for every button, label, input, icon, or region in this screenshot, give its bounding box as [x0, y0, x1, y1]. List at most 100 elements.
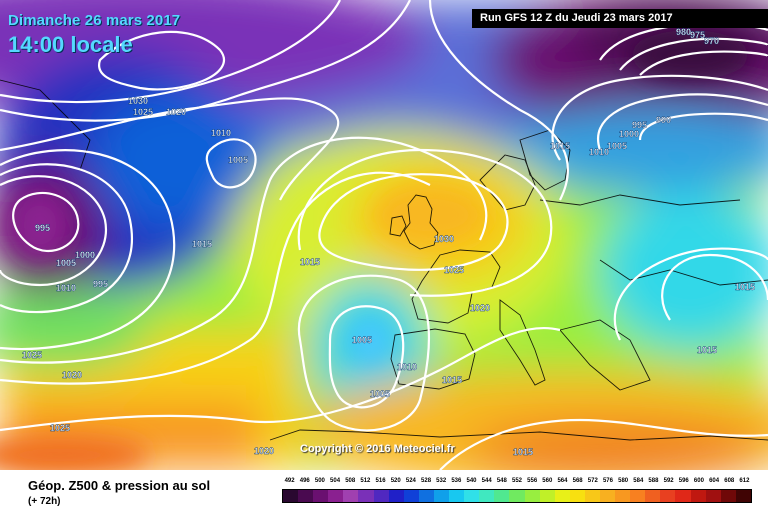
color-scale-label: 580 — [618, 478, 629, 484]
isobar-label: 1025 — [22, 350, 42, 360]
lead-time: (+ 72h) — [28, 496, 61, 507]
color-scale-label: 528 — [421, 478, 432, 484]
color-scale-swatch — [298, 490, 314, 502]
color-scale-label: 520 — [390, 478, 401, 484]
legend-panel: Géop. Z500 & pression au sol (+ 72h) 492… — [0, 470, 768, 512]
isobar-label: 1005 — [607, 141, 627, 151]
isobar-label: 1025 — [50, 423, 70, 433]
color-scale-label: 544 — [481, 478, 492, 484]
isobar-label: 1005 — [370, 389, 390, 399]
color-scale-label: 516 — [375, 478, 386, 484]
color-scale-swatch — [358, 490, 374, 502]
color-scale-swatch — [373, 490, 389, 502]
color-scale-swatch — [509, 490, 525, 502]
color-scale-label: 512 — [360, 478, 371, 484]
isobar-label: 1015 — [697, 345, 717, 355]
color-scale-swatch — [705, 490, 721, 502]
isobar-label: 1020 — [62, 370, 82, 380]
color-scale-swatch — [599, 490, 616, 502]
isobar-label: 970 — [704, 36, 719, 46]
color-scale-label: 556 — [527, 478, 538, 484]
isobar-label: 1015 — [513, 447, 533, 457]
isobar-label: 1015 — [550, 141, 570, 151]
isobar-label: 1020 — [166, 107, 186, 117]
isobar-label: 1000 — [619, 129, 639, 139]
color-scale-swatch — [418, 490, 434, 502]
copyright: Copyright © 2016 Meteociel.fr — [300, 443, 455, 455]
color-scale-swatch — [539, 490, 555, 502]
isobar-label: 1025 — [444, 265, 464, 275]
color-scale-swatch — [675, 490, 691, 502]
color-scale-label: 496 — [299, 478, 310, 484]
color-scale-swatch — [645, 490, 661, 502]
color-scale-label: 604 — [709, 478, 720, 484]
isobar-label: 995 — [632, 120, 647, 130]
isobar-label: 1010 — [56, 283, 76, 293]
isobars — [0, 0, 768, 470]
color-scale-swatch — [630, 490, 646, 502]
run-info: Run GFS 12 Z du Jeudi 23 mars 2017 — [472, 9, 768, 28]
color-scale-labels: 492 496 500 504 508 512 516 520 524 528 532 536 540 5… — [282, 478, 752, 488]
color-scale-label: 492 — [284, 478, 295, 484]
color-scale-bar — [282, 489, 752, 503]
color-scale-swatch — [690, 490, 706, 502]
color-scale-label: 596 — [678, 478, 689, 484]
color-scale-label: 584 — [633, 478, 644, 484]
weather-map: 1030 1025 1020 1010 1005 995 1005 1000 1… — [0, 0, 768, 470]
color-scale-swatch — [403, 490, 419, 502]
color-scale-swatch — [720, 490, 736, 502]
color-scale-label: 508 — [345, 478, 356, 484]
isobar-label: 1005 — [228, 155, 248, 165]
isobar-label: 1015 — [442, 375, 462, 385]
color-scale-label: 536 — [451, 478, 462, 484]
color-scale-label: 568 — [572, 478, 583, 484]
color-scale-label: 612 — [739, 478, 750, 484]
isobar-label: 1025 — [133, 107, 153, 117]
color-scale-label: 500 — [314, 478, 325, 484]
color-scale-label: 572 — [587, 478, 598, 484]
color-scale-swatch — [735, 490, 751, 502]
forecast-time: 14:00 locale — [8, 32, 133, 57]
color-scale-swatch — [479, 490, 495, 502]
isobar-label: 1015 — [300, 257, 320, 267]
isobar-label: 1015 — [192, 239, 212, 249]
color-scale-label: 532 — [436, 478, 447, 484]
color-scale-label: 600 — [693, 478, 704, 484]
color-scale-label: 540 — [466, 478, 477, 484]
isobar-label: 995 — [93, 279, 108, 289]
isobar-label: 1020 — [470, 303, 490, 313]
color-scale-label: 524 — [405, 478, 416, 484]
color-scale-swatch — [283, 490, 299, 502]
color-scale-label: 588 — [648, 478, 659, 484]
color-scale-swatch — [328, 490, 344, 502]
color-scale-swatch — [449, 490, 465, 502]
isobar-label: 1010 — [397, 362, 417, 372]
color-scale-swatch — [313, 490, 329, 502]
color-scale-label: 592 — [663, 478, 674, 484]
isobar-label: 1000 — [75, 250, 95, 260]
z500-cores — [0, 30, 750, 470]
color-scale-swatch — [464, 490, 480, 502]
color-scale-swatch — [569, 490, 585, 502]
isobar-label: 980 — [676, 27, 691, 37]
color-scale-swatch — [524, 490, 540, 502]
color-scale-swatch — [584, 490, 600, 502]
forecast-date: Dimanche 26 mars 2017 — [8, 12, 181, 29]
color-scale-swatch — [388, 490, 404, 502]
color-scale-swatch — [615, 490, 631, 502]
isobar-label: 995 — [35, 223, 50, 233]
isobar-label: 990 — [656, 115, 671, 125]
color-scale-swatch — [494, 490, 510, 502]
color-scale-label: 560 — [542, 478, 553, 484]
color-scale-label: 608 — [724, 478, 735, 484]
isobar-labels: 1030 1025 1020 1010 1005 995 1005 1000 1… — [22, 27, 755, 457]
color-scale-swatch — [343, 490, 359, 502]
color-scale-label: 576 — [602, 478, 613, 484]
isobar-label: 1005 — [352, 335, 372, 345]
isobar-label: 1030 — [128, 96, 148, 106]
isobar-label: 1030 — [434, 234, 454, 244]
isobar-label: 1015 — [735, 282, 755, 292]
color-scale-label: 552 — [511, 478, 523, 484]
isobar-label: 975 — [690, 30, 705, 40]
